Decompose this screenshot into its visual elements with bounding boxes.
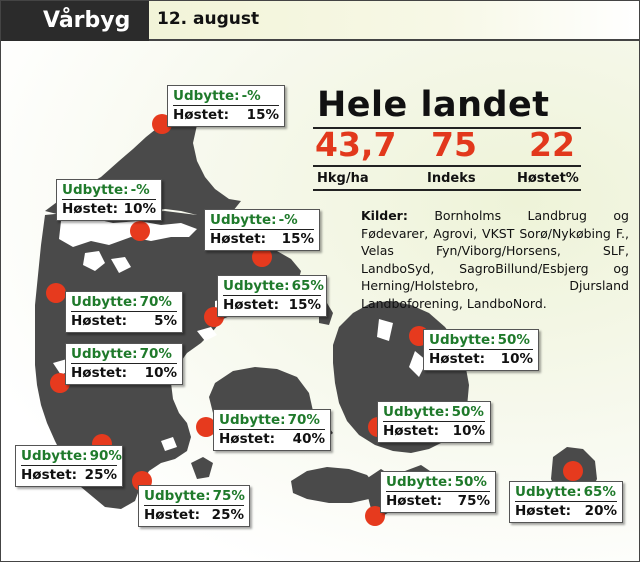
national-rule-top xyxy=(313,127,581,129)
yield-label: Udbytte: xyxy=(219,412,286,428)
national-rule-caption xyxy=(313,189,581,191)
national-harvest-value: 22 xyxy=(529,125,575,164)
harvest-value: 10% xyxy=(500,351,533,367)
map-fjord xyxy=(377,319,393,341)
yield-label: Udbytte: xyxy=(71,294,138,310)
harvest-label: Høstet: xyxy=(71,365,128,381)
national-yield-value: 43,7 xyxy=(315,125,397,164)
harvest-value: 15% xyxy=(281,231,314,247)
harvest-label: Høstet: xyxy=(429,351,486,367)
harvest-value: 20% xyxy=(584,503,617,519)
map-fjord xyxy=(83,251,105,271)
sources-label: Kilder: xyxy=(361,208,408,223)
yield-value: 75% xyxy=(212,488,245,504)
yield-label: Udbytte: xyxy=(210,212,277,228)
region-label: Udbytte: 50% Høstet: 10% xyxy=(423,329,539,371)
region-label: Udbytte: 90% Høstet: 25% xyxy=(15,445,123,487)
map-fjord xyxy=(409,351,427,377)
harvest-label: Høstet: xyxy=(21,467,78,483)
harvest-label: Høstet: xyxy=(223,297,280,313)
yield-label: Udbytte: xyxy=(144,488,211,504)
national-harvest-caption: Høstet% xyxy=(517,171,579,186)
yield-label: Udbytte: xyxy=(173,88,240,104)
region-label: Udbytte: 65% Høstet: 15% xyxy=(217,275,327,317)
harvest-value: 25% xyxy=(84,467,117,483)
yield-value: 70% xyxy=(287,412,320,428)
yield-value: 65% xyxy=(291,278,324,294)
region-marker xyxy=(196,417,216,437)
header-divider xyxy=(149,39,639,41)
region-label: Udbytte: 50% Høstet: 10% xyxy=(377,401,491,443)
region-label: Udbytte: 75% Høstet: 25% xyxy=(138,485,250,527)
harvest-label: Høstet: xyxy=(515,503,572,519)
harvest-value: 5% xyxy=(154,313,177,329)
yield-value: 50% xyxy=(451,404,484,420)
yield-label: Udbytte: xyxy=(515,484,582,500)
harvest-value: 15% xyxy=(288,297,321,313)
header-bar xyxy=(149,1,639,41)
region-label: Udbytte: -% Høstet: 10% xyxy=(56,179,162,221)
yield-value: 50% xyxy=(454,474,487,490)
region-marker xyxy=(563,461,583,481)
yield-value: -% xyxy=(241,88,261,104)
region-marker xyxy=(130,221,150,241)
region-label: Udbytte: 65% Høstet: 20% xyxy=(509,481,623,523)
map-fjord xyxy=(111,257,131,273)
national-index-value: 75 xyxy=(431,125,477,164)
region-label: Udbytte: -% Høstet: 15% xyxy=(204,209,320,251)
harvest-value: 25% xyxy=(211,507,244,523)
region-label: Udbytte: 70% Høstet: 5% xyxy=(65,291,183,333)
map-lolland xyxy=(291,467,377,503)
region-label: Udbytte: 50% Høstet: 75% xyxy=(380,471,496,513)
yield-label: Udbytte: xyxy=(71,346,138,362)
map-limfjord xyxy=(59,217,197,247)
yield-value: 65% xyxy=(583,484,616,500)
national-rule-bottom xyxy=(313,165,581,167)
national-title: Hele landet xyxy=(317,85,550,125)
yield-label: Udbytte: xyxy=(383,404,450,420)
region-marker xyxy=(252,247,272,267)
harvest-label: Høstet: xyxy=(383,423,440,439)
harvest-label: Høstet: xyxy=(144,507,201,523)
map-fjord xyxy=(197,327,217,341)
harvest-value: 15% xyxy=(246,107,279,123)
sources-body: Bornholms Landbrug og Fødevarer, Agrovi,… xyxy=(361,208,629,311)
harvest-label: Høstet: xyxy=(210,231,267,247)
yield-value: -% xyxy=(130,182,150,198)
harvest-value: 40% xyxy=(292,431,325,447)
yield-label: Udbytte: xyxy=(386,474,453,490)
map-fjord xyxy=(161,437,177,451)
harvest-label: Høstet: xyxy=(219,431,276,447)
national-yield-caption: Hkg/ha xyxy=(317,171,369,186)
sources-text: Kilder: Bornholms Landbrug og Fødevarer,… xyxy=(361,207,629,312)
yield-value: -% xyxy=(278,212,298,228)
yield-label: Udbytte: xyxy=(21,448,88,464)
harvest-label: Høstet: xyxy=(173,107,230,123)
harvest-label: Høstet: xyxy=(386,493,443,509)
yield-value: 70% xyxy=(139,346,172,362)
harvest-value: 10% xyxy=(144,365,177,381)
national-index-caption: Indeks xyxy=(427,171,476,186)
yield-value: 70% xyxy=(139,294,172,310)
harvest-value: 75% xyxy=(457,493,490,509)
map-als xyxy=(191,457,213,479)
harvest-value: 10% xyxy=(452,423,485,439)
yield-label: Udbytte: xyxy=(62,182,129,198)
region-label: Udbytte: -% Høstet: 15% xyxy=(167,85,285,127)
crop-title: Vårbyg xyxy=(1,1,149,41)
yield-label: Udbytte: xyxy=(429,332,496,348)
yield-value: 90% xyxy=(89,448,122,464)
region-label: Udbytte: 70% Høstet: 10% xyxy=(65,343,183,385)
harvest-label: Høstet: xyxy=(71,313,128,329)
region-marker xyxy=(46,283,66,303)
yield-label: Udbytte: xyxy=(223,278,290,294)
harvest-value: 10% xyxy=(123,201,156,217)
yield-value: 50% xyxy=(497,332,530,348)
report-date: 12. august xyxy=(157,9,260,29)
region-label: Udbytte: 70% Høstet: 40% xyxy=(213,409,331,451)
harvest-label: Høstet: xyxy=(62,201,119,217)
